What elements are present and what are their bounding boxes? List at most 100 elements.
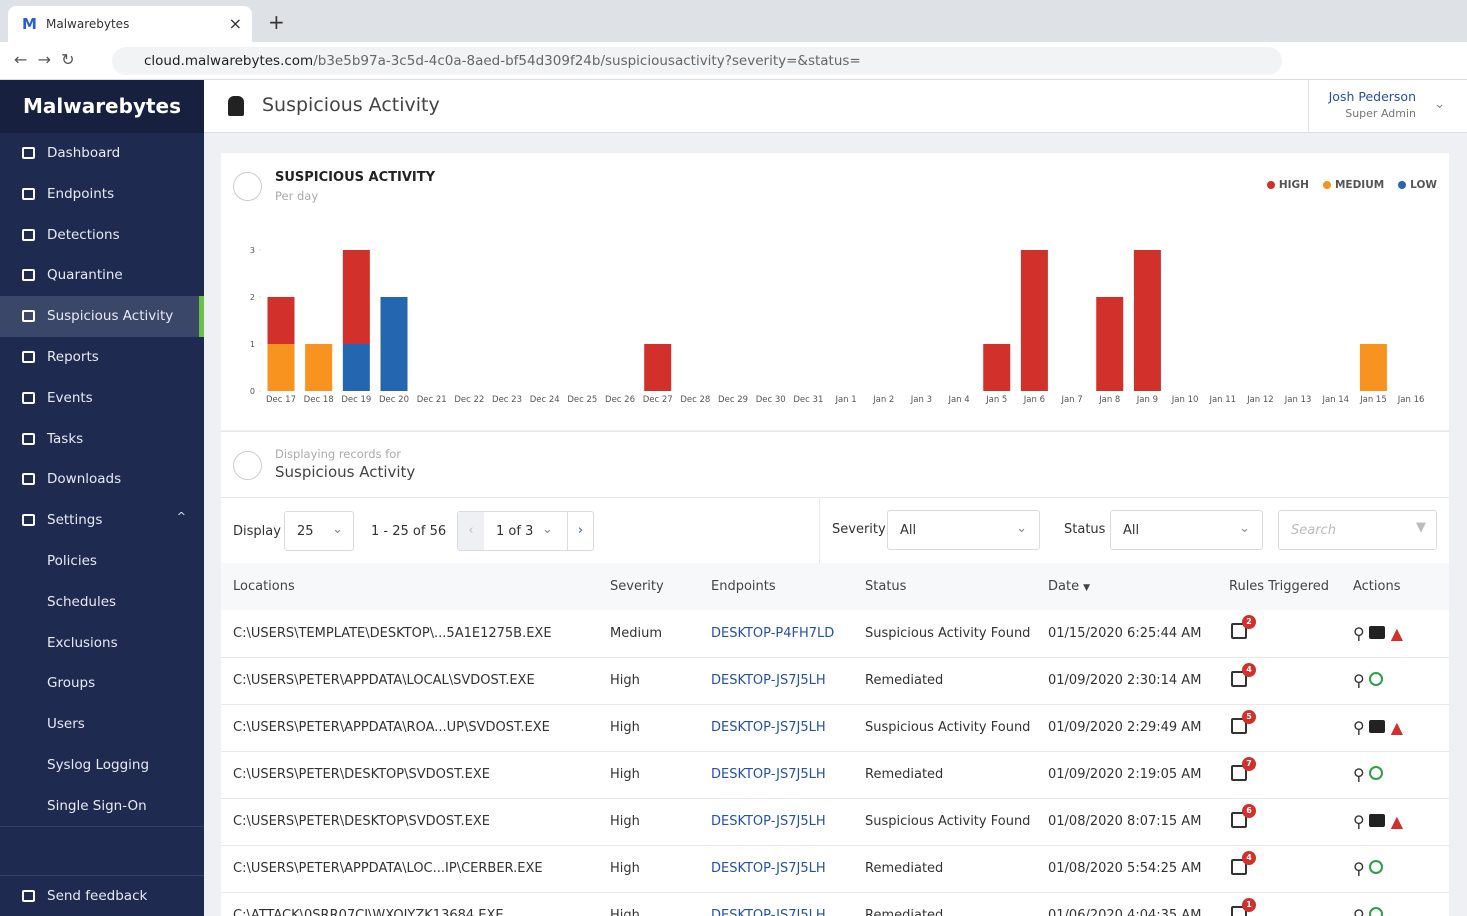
view-icon[interactable]: ⚲ [1353,671,1365,690]
endpoint-link[interactable]: DESKTOP-JS7J5LH [699,704,853,752]
rules-icon: 7 [1231,756,1256,781]
legend-label: MEDIUM [1334,179,1385,191]
y-tick-label: 1 [250,340,255,349]
y-tick-label: 3 [250,246,255,255]
x-tick-label: Dec 26 [605,395,635,405]
new-tab[interactable]: + [268,10,285,34]
bar [342,250,370,344]
chevron: ^ [176,510,186,524]
endpoint-link[interactable]: DESKTOP-JS7J5LH [699,751,853,799]
bar [1359,344,1387,391]
chevron: ⌄ [332,522,343,537]
actions-cell: ⚲ ▲ [1341,798,1449,846]
sub-nav-item[interactable]: Syslog Logging [0,745,204,786]
nav-label: Detections [47,226,120,243]
nav-item[interactable]: Events [0,378,204,419]
nav-item[interactable]: Endpoints [0,174,204,215]
rules-cell: 1 [1217,892,1341,916]
table-row[interactable]: C:\ATTACK\0SRR07CJ\WXOJYZK13684.EXE High D… [221,892,1449,916]
nav-label: Groups [47,675,96,692]
status-select[interactable]: All ⌄ [1110,510,1263,550]
next-page[interactable]: › [567,512,593,550]
nav-item[interactable]: Quarantine [0,255,204,296]
endpoint-link[interactable]: DESKTOP-JS7J5LH [699,892,853,916]
card-icon [233,451,262,480]
cell: Medium [598,610,699,658]
header-icon [228,96,244,116]
icon [22,147,35,159]
bar [1020,250,1048,391]
close-tab[interactable]: × [228,14,242,33]
actions-cell: ⚲ ▲ [1341,704,1449,752]
endpoint-link[interactable]: DESKTOP-JS7J5LH [699,845,853,893]
table-row[interactable]: C:\USERS\PETER\DESKTOP\SVDOST.EXE High DES… [221,751,1449,799]
nav-item[interactable]: Settings ^ [0,500,204,541]
nav-item[interactable]: Reports [0,337,204,378]
nav-item[interactable]: Tasks [0,419,204,460]
icon [22,187,35,200]
table-row[interactable]: C:\USERS\PETER\APPDATA\LOCAL\SVDOST.EXE H… [221,657,1449,705]
nav-item[interactable]: Dashboard [0,133,204,174]
isolate-icon[interactable] [1368,720,1385,733]
sub-nav-item[interactable]: Schedules [0,582,204,623]
endpoint-link[interactable]: DESKTOP-JS7J5LH [699,798,853,846]
table-row[interactable]: C:\USERS\TEMPLATE\DESKTOP\...5A1E1275B.E… [221,610,1449,658]
page: 1 of 3 [496,524,534,539]
page-size-select[interactable]: 25 ⌄ [284,511,354,551]
icon [22,514,35,527]
prev-page[interactable]: ‹ [458,512,484,550]
cell: 01/08/2020 5:54:25 AM [1036,845,1217,893]
view-icon[interactable]: ⚲ [1353,906,1365,916]
column-header[interactable]: Date ▼ [1036,563,1217,610]
x-tick-label: Dec 18 [303,395,334,405]
x-tick-label: Dec 17 [266,395,296,405]
endpoint-link[interactable]: DESKTOP-P4FH7LD [699,610,853,658]
warning-icon[interactable]: ▲ [1390,623,1404,643]
icon [22,890,35,902]
bar [380,297,408,391]
warning-icon[interactable]: ▲ [1390,718,1404,737]
search-field[interactable]: Search ▼ [1278,510,1437,550]
table-row[interactable]: C:\USERS\PETER\APPDATA\ROA...UP\SVDOST.E… [221,704,1449,752]
sub-nav-item[interactable]: Single Sign-On [0,786,204,827]
cell: High [598,704,699,752]
cell: 01/06/2020 4:04:35 AM [1036,892,1217,916]
user-menu[interactable]: Josh Pederson Super Admin ⌄ [1308,80,1467,133]
feedback[interactable]: Send feedback [0,875,204,916]
pager[interactable]: ‹ 1 of 3 ⌄ › [457,511,594,551]
severity-select[interactable]: All ⌄ [887,510,1040,550]
view-icon[interactable]: ⚲ [1353,859,1365,878]
endpoint-link[interactable]: DESKTOP-JS7J5LH [699,657,853,705]
cell: Suspicious Activity Found [853,704,1036,752]
table-row[interactable]: C:\USERS\PETER\DESKTOP\SVDOST.EXE High DES… [221,798,1449,846]
view-icon[interactable]: ⚲ [1353,623,1365,643]
cell: 01/15/2020 6:25:44 AM [1036,610,1217,658]
table-row[interactable]: C:\USERS\PETER\APPDATA\LOC...IP\CERBER.E… [221,845,1449,893]
isolate-icon[interactable] [1368,625,1385,639]
x-tick-label: Dec 31 [793,395,824,405]
cell: High [598,892,699,916]
view-icon[interactable]: ⚲ [1353,812,1365,831]
ok-icon [1368,860,1383,874]
sub-nav-item[interactable]: Policies [0,541,204,582]
table-body: C:\USERS\TEMPLATE\DESKTOP\...5A1E1275B.E… [221,610,1449,916]
x-tick-label: Jan 2 [873,395,895,405]
warning-icon[interactable]: ▲ [1390,812,1404,831]
browser-tab[interactable]: Malwarebytes M × [8,6,252,42]
column-label: Severity [610,579,664,594]
view-icon[interactable]: ⚲ [1353,765,1365,784]
sub-nav-item[interactable]: Exclusions [0,623,204,664]
sub-nav-item[interactable]: Users [0,704,204,745]
nav-item[interactable]: Suspicious Activity [0,296,204,338]
nav-item[interactable]: Downloads [0,459,204,500]
cell: Remediated [853,751,1036,799]
nav-item[interactable]: Detections [0,215,204,256]
cell: C:\USERS\PETER\DESKTOP\SVDOST.EXE [221,798,598,846]
url-field[interactable]: cloud.malwarebytes.com/b3e5b97a-3c5d-4c0… [112,47,1282,75]
user-name: Josh Pederson [1328,89,1416,104]
view-icon[interactable]: ⚲ [1353,718,1365,737]
sub-nav-item[interactable]: Groups [0,663,204,704]
nav-buttons[interactable]: ← → ↻ [14,50,75,69]
isolate-icon[interactable] [1368,814,1385,827]
actions-cell: ⚲ [1341,751,1449,799]
